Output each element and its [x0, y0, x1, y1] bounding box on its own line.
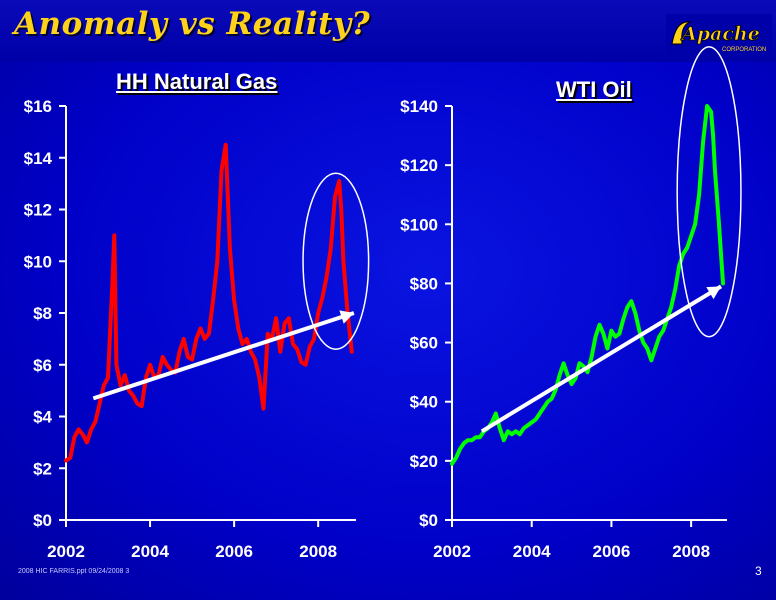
gas-y-tick-label: $4: [33, 408, 52, 427]
oil-highlight-ellipse: [676, 46, 742, 338]
gas-y-tick-label: $6: [33, 356, 52, 375]
oil-y-tick-label: $20: [410, 452, 438, 471]
gas-x-tick-label: 2008: [299, 542, 337, 561]
gas-y-tick-label: $10: [24, 252, 52, 271]
oil-y-tick-label: $40: [410, 393, 438, 412]
chart-title-oil: WTI Oil: [556, 77, 632, 102]
gas-chart: $0 $2 $4 $6 $8 $10 $12 $14 $16 2002 2004 2006 2008: [24, 97, 370, 561]
gas-y-tick-label: $8: [33, 304, 52, 323]
gas-y-tick-label: $16: [24, 97, 52, 116]
footer-text: 2008 HIC FARRIS.ppt 09/24/2008 3: [18, 568, 130, 575]
gas-trend-arrow: [92, 311, 355, 401]
logo-main-text: Apache: [680, 23, 760, 45]
gas-y-tick-label: $2: [33, 459, 52, 478]
logo-sub-text: CORPORATION: [722, 47, 766, 53]
gas-x-tick-label: 2006: [215, 542, 253, 561]
gas-y-tick-label: $14: [24, 149, 53, 168]
oil-trend-arrow: [480, 284, 723, 433]
oil-x-tick-label: 2008: [672, 542, 710, 561]
oil-y-tick-label: $100: [400, 215, 438, 234]
oil-chart: $0 $20 $40 $60 $80 $100 $120 $140 2002 2004 2006 20…: [400, 46, 742, 561]
oil-y-tick-label: $120: [400, 156, 438, 175]
oil-y-tick-label: $0: [419, 511, 438, 530]
gas-x-tick-label: 2004: [131, 542, 169, 561]
oil-x-tick-label: 2002: [433, 542, 471, 561]
oil-y-tick-label: $80: [410, 274, 438, 293]
chart-title-gas: HH Natural Gas: [116, 69, 278, 94]
gas-highlight-ellipse: [302, 172, 370, 350]
gas-trend-arrowhead: [339, 310, 354, 324]
header-band: [0, 0, 776, 62]
oil-trend-arrowhead: [706, 286, 722, 300]
oil-y-tick-label: $140: [400, 97, 438, 116]
oil-series-line: [450, 104, 725, 466]
page-number: 3: [755, 564, 762, 578]
apache-logo-icon: Apache CORPORATION: [666, 14, 772, 54]
oil-x-tick-label: 2004: [513, 542, 551, 561]
oil-x-tick-label: 2006: [593, 542, 631, 561]
gas-y-tick-label: $0: [33, 511, 52, 530]
gas-y-tick-label: $12: [24, 201, 52, 220]
oil-y-tick-label: $60: [410, 334, 438, 353]
gas-x-tick-label: 2002: [47, 542, 85, 561]
gas-series-line: [64, 142, 354, 463]
slide-title: Anomaly vs Reality?: [14, 6, 371, 42]
